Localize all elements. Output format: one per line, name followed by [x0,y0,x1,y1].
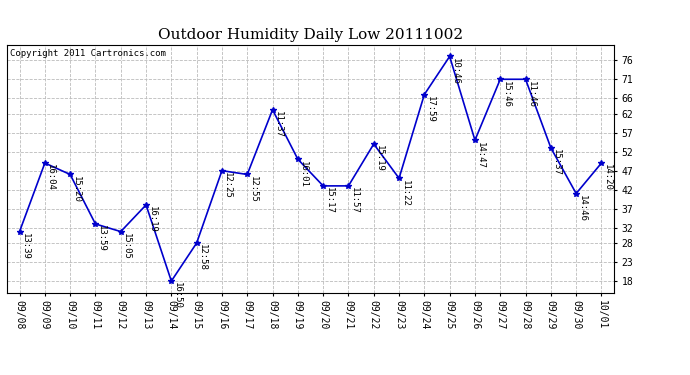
Text: 15:37: 15:37 [552,149,561,176]
Text: 11:57: 11:57 [350,187,359,214]
Text: 16:01: 16:01 [299,160,308,188]
Text: Copyright 2011 Cartronics.com: Copyright 2011 Cartronics.com [10,49,166,58]
Text: 15:46: 15:46 [502,81,511,108]
Text: 13:59: 13:59 [97,225,106,252]
Title: Outdoor Humidity Daily Low 20111002: Outdoor Humidity Daily Low 20111002 [158,28,463,42]
Text: 15:20: 15:20 [72,176,81,203]
Text: 12:25: 12:25 [224,172,233,199]
Text: 15:19: 15:19 [375,146,384,172]
Text: 12:55: 12:55 [248,176,257,203]
Text: 11:37: 11:37 [274,111,283,138]
Text: 16:50: 16:50 [172,282,181,309]
Text: 11:46: 11:46 [527,81,536,108]
Text: 10:46: 10:46 [451,58,460,85]
Text: 16:04: 16:04 [46,164,55,191]
Text: 12:58: 12:58 [198,244,207,271]
Text: 11:22: 11:22 [400,180,409,207]
Text: 15:17: 15:17 [324,187,333,214]
Text: 14:20: 14:20 [603,164,612,191]
Text: 14:46: 14:46 [578,195,586,222]
Text: 14:47: 14:47 [476,142,485,168]
Text: 17:59: 17:59 [426,96,435,123]
Text: 15:05: 15:05 [122,233,131,260]
Text: 16:19: 16:19 [148,206,157,233]
Text: 13:39: 13:39 [21,233,30,260]
